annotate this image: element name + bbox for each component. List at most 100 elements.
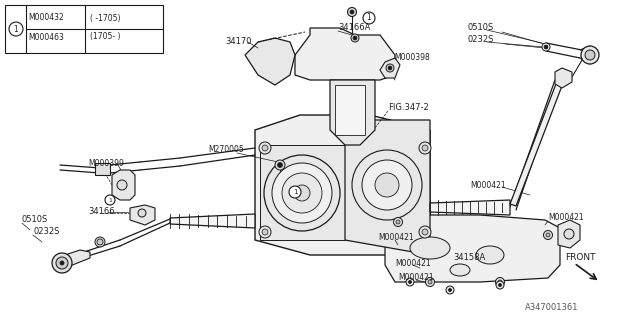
- Circle shape: [542, 43, 550, 51]
- Circle shape: [422, 145, 428, 151]
- Text: 34166A: 34166A: [338, 23, 371, 33]
- Text: FRONT: FRONT: [565, 253, 595, 262]
- Text: M000432: M000432: [28, 13, 64, 22]
- Circle shape: [56, 257, 68, 269]
- Text: M000421: M000421: [395, 259, 431, 268]
- Text: 1: 1: [108, 197, 112, 203]
- Circle shape: [499, 284, 502, 286]
- Circle shape: [543, 230, 552, 239]
- Circle shape: [95, 237, 105, 247]
- Polygon shape: [510, 76, 565, 206]
- Polygon shape: [430, 200, 510, 215]
- Circle shape: [422, 229, 428, 235]
- Ellipse shape: [410, 237, 450, 259]
- Circle shape: [546, 233, 550, 237]
- Polygon shape: [295, 28, 395, 80]
- Text: M000399: M000399: [88, 158, 124, 167]
- Polygon shape: [170, 214, 255, 228]
- Circle shape: [352, 150, 422, 220]
- Circle shape: [419, 226, 431, 238]
- Circle shape: [498, 280, 502, 284]
- Polygon shape: [558, 220, 580, 248]
- Text: 1: 1: [367, 13, 371, 22]
- Text: M000421: M000421: [548, 213, 584, 222]
- Circle shape: [388, 66, 392, 70]
- Circle shape: [9, 22, 23, 36]
- Circle shape: [386, 64, 394, 72]
- Circle shape: [394, 218, 403, 227]
- Circle shape: [259, 226, 271, 238]
- Circle shape: [97, 239, 103, 245]
- Text: 1: 1: [292, 189, 297, 195]
- Polygon shape: [58, 250, 90, 268]
- Polygon shape: [380, 58, 400, 78]
- Circle shape: [449, 289, 451, 292]
- Circle shape: [408, 281, 412, 284]
- Polygon shape: [255, 115, 430, 255]
- Polygon shape: [555, 68, 572, 88]
- Bar: [5, 5, 163, 53]
- Circle shape: [262, 145, 268, 151]
- Text: M000421: M000421: [378, 234, 413, 243]
- Circle shape: [351, 34, 359, 42]
- Text: 0510S: 0510S: [22, 215, 48, 225]
- Ellipse shape: [450, 264, 470, 276]
- Bar: [95, 163, 110, 175]
- Text: M000398: M000398: [394, 53, 429, 62]
- Circle shape: [362, 160, 412, 210]
- Circle shape: [564, 229, 574, 239]
- Text: 34158A: 34158A: [453, 253, 485, 262]
- Text: 34170: 34170: [225, 37, 252, 46]
- Text: 1: 1: [13, 25, 19, 34]
- Text: FIG.347-2: FIG.347-2: [388, 103, 429, 113]
- Circle shape: [294, 185, 310, 201]
- Circle shape: [585, 50, 595, 60]
- Ellipse shape: [476, 246, 504, 264]
- Circle shape: [353, 36, 357, 40]
- Circle shape: [117, 180, 127, 190]
- Circle shape: [375, 173, 399, 197]
- Circle shape: [52, 253, 72, 273]
- Text: ( -1705): ( -1705): [90, 13, 120, 22]
- Text: 34166: 34166: [88, 207, 115, 217]
- Circle shape: [544, 45, 548, 49]
- Bar: [260, 145, 345, 240]
- Text: M270005: M270005: [208, 146, 244, 155]
- Bar: [335, 85, 365, 135]
- Circle shape: [581, 46, 599, 64]
- Circle shape: [419, 142, 431, 154]
- Circle shape: [275, 160, 285, 170]
- Circle shape: [363, 12, 375, 24]
- Circle shape: [272, 163, 332, 223]
- Circle shape: [138, 209, 146, 217]
- Polygon shape: [112, 170, 135, 200]
- Polygon shape: [130, 205, 155, 225]
- Circle shape: [259, 142, 271, 154]
- Circle shape: [289, 186, 301, 198]
- Text: M000463: M000463: [28, 33, 64, 42]
- Circle shape: [348, 7, 356, 17]
- Circle shape: [105, 195, 115, 205]
- Polygon shape: [345, 120, 430, 255]
- Text: (1705- ): (1705- ): [90, 33, 120, 42]
- Polygon shape: [245, 38, 295, 85]
- Circle shape: [428, 280, 432, 284]
- Text: M000421: M000421: [470, 180, 506, 189]
- Circle shape: [396, 220, 400, 224]
- Circle shape: [350, 10, 354, 14]
- Circle shape: [282, 173, 322, 213]
- Circle shape: [264, 155, 340, 231]
- Polygon shape: [385, 215, 560, 282]
- Circle shape: [60, 261, 64, 265]
- Circle shape: [496, 281, 504, 289]
- Polygon shape: [330, 80, 375, 145]
- Circle shape: [426, 277, 435, 286]
- Circle shape: [446, 286, 454, 294]
- Circle shape: [262, 229, 268, 235]
- Circle shape: [406, 278, 414, 286]
- Text: A347001361: A347001361: [525, 303, 579, 313]
- Circle shape: [495, 277, 504, 286]
- Text: 0510S: 0510S: [467, 23, 493, 33]
- Circle shape: [278, 163, 282, 167]
- Text: 0232S: 0232S: [33, 228, 60, 236]
